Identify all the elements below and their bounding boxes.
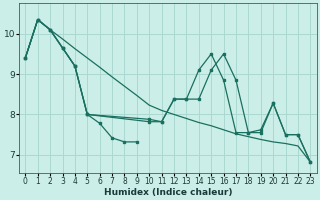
X-axis label: Humidex (Indice chaleur): Humidex (Indice chaleur) (104, 188, 232, 197)
